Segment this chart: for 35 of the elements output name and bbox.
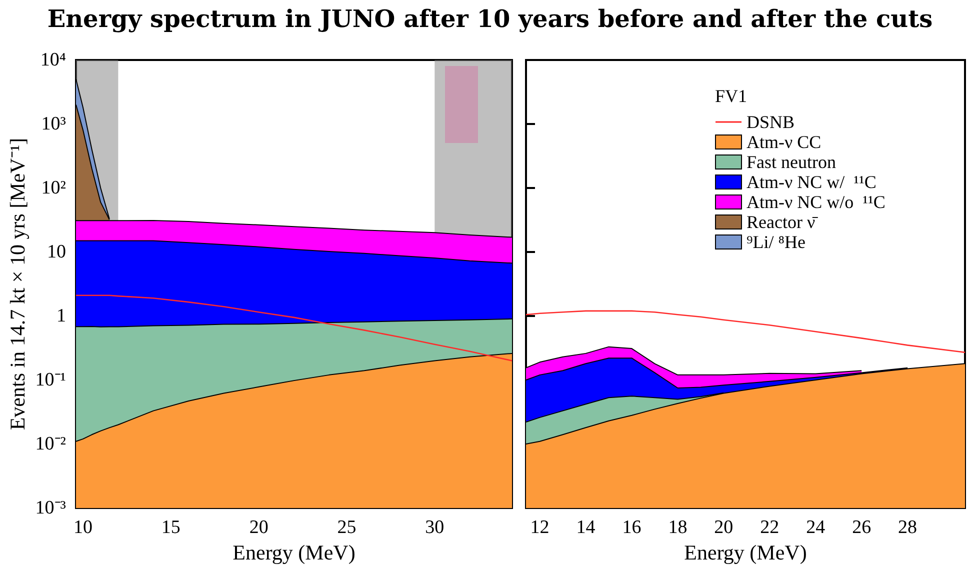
legend-title: FV1 — [715, 86, 748, 106]
legend-label: Atm-ν NC w/ ¹¹C — [746, 172, 876, 192]
x-tick-label: 20 — [249, 517, 268, 538]
y-tick-label: 10 — [47, 242, 66, 262]
x-tick-label: 30 — [425, 517, 444, 538]
x-axis-title: Energy (MeV) — [232, 540, 356, 564]
x-tick-label: 28 — [898, 517, 918, 538]
legend-label: Fast neutron — [746, 152, 836, 172]
y-tick-label: 10² — [41, 178, 66, 198]
legend-label: Reactor ν̄ — [746, 212, 818, 232]
x-tick-label: 22 — [760, 517, 780, 538]
x-tick-label: 14 — [576, 517, 596, 538]
y-tick-label: 10⁻² — [35, 434, 66, 454]
y-tick-label: 1 — [56, 306, 66, 326]
line-series — [75, 294, 513, 362]
x-tick-label: 20 — [714, 517, 734, 538]
x-tick-label: 16 — [622, 517, 642, 538]
y-tick-label: 10³ — [41, 114, 66, 134]
legend-label: Atm-ν NC w/o ¹¹C — [746, 192, 886, 212]
x-tick-label: 26 — [852, 517, 872, 538]
legend-label: ⁹Li/ ⁸He — [746, 232, 806, 252]
x-axis-title: Energy (MeV) — [684, 540, 807, 564]
y-axis-title: Events in 14.7 kt × 10 yrs [MeV⁻¹] — [6, 138, 30, 430]
x-tick-label: 12 — [530, 517, 550, 538]
y-tick-label: 10⁻³ — [35, 498, 66, 518]
x-tick-label: 15 — [161, 517, 180, 538]
chart-title: Energy spectrum in JUNO after 10 years before and after the cuts — [46, 4, 934, 33]
x-tick-label: 10 — [74, 517, 93, 538]
legend-label: Atm-ν CC — [746, 132, 822, 152]
x-tick-label: 25 — [337, 517, 356, 538]
y-tick-label: 10⁻¹ — [35, 370, 66, 390]
x-tick-label: 18 — [668, 517, 688, 538]
x-tick-label: 24 — [806, 517, 826, 538]
legend-label: DSNB — [746, 112, 795, 132]
y-tick-label: 10⁴ — [40, 50, 66, 70]
